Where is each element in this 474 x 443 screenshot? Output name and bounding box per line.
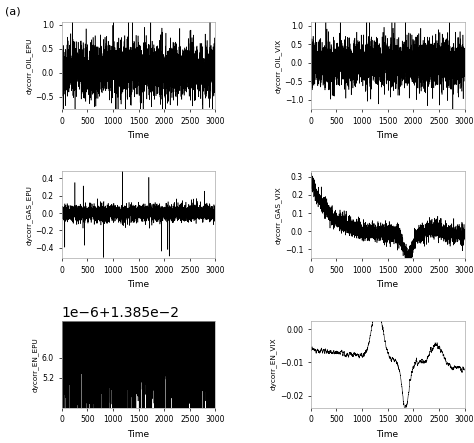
X-axis label: Time: Time	[128, 280, 150, 289]
Text: (a): (a)	[5, 7, 20, 17]
Y-axis label: dycorr_OIL_VIX: dycorr_OIL_VIX	[275, 39, 282, 93]
Y-axis label: dycorr_EN_EPU: dycorr_EN_EPU	[32, 337, 39, 392]
X-axis label: Time: Time	[376, 131, 399, 140]
Y-axis label: dycorr_GAS_EPU: dycorr_GAS_EPU	[26, 185, 33, 245]
X-axis label: Time: Time	[376, 280, 399, 289]
X-axis label: Time: Time	[376, 430, 399, 439]
X-axis label: Time: Time	[128, 430, 150, 439]
Y-axis label: dycorr_EN_VIX: dycorr_EN_VIX	[270, 338, 277, 390]
Y-axis label: dycorr_OIL_EPU: dycorr_OIL_EPU	[26, 37, 33, 94]
X-axis label: Time: Time	[128, 131, 150, 140]
Y-axis label: dycorr_GAS_VIX: dycorr_GAS_VIX	[275, 186, 282, 244]
